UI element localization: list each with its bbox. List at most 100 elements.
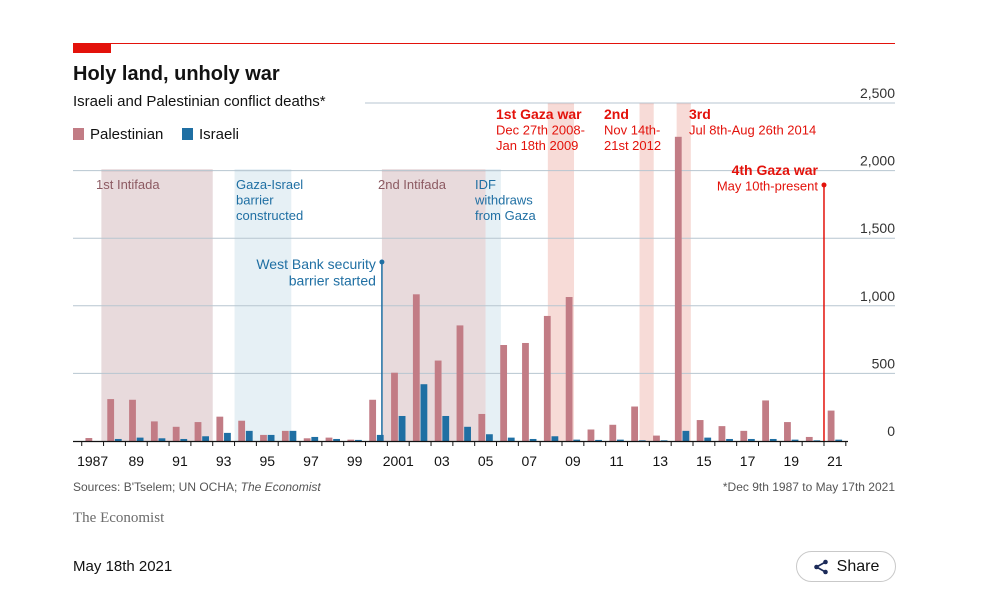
palestinian-bar-2020 (805, 436, 813, 441)
annotation-label-line: barrier started (289, 273, 376, 289)
israeli-bar-1997 (311, 436, 319, 441)
annotation-dot-0 (379, 259, 385, 265)
x-tick-label: 03 (434, 453, 450, 469)
palestinian-bar-2006 (500, 345, 508, 441)
x-tick-label: 05 (478, 453, 494, 469)
israeli-bar-2006 (507, 437, 515, 441)
palestinian-bar-2000 (369, 399, 377, 441)
palestinian-bar-1995 (260, 434, 267, 441)
israeli-bar-2020 (813, 440, 821, 441)
palestinian-bar-2004 (456, 325, 464, 441)
sources-note: Sources: B'Tselem; UN OCHA; The Economis… (73, 480, 321, 494)
palestinian-bar-2001 (391, 372, 398, 441)
israeli-bar-2001 (398, 415, 406, 441)
palestinian-bar-2012 (631, 406, 639, 441)
y-tick-label: 500 (872, 355, 896, 371)
x-tick-label: 07 (521, 453, 537, 469)
annotation-label-1: 4th Gaza war May 10th-present (717, 162, 819, 194)
israeli-bar-2010 (595, 439, 602, 441)
x-tick-label: 91 (172, 453, 188, 469)
period-label-6: 3rd Jul 8th-Aug 26th 2014 (689, 106, 816, 138)
x-tick-label: 11 (609, 453, 624, 469)
israeli-bar-2000 (376, 434, 384, 441)
period-label-line: Gaza-Israel (236, 177, 303, 192)
x-tick-label: 19 (783, 453, 799, 469)
israeli-bar-2008 (551, 436, 559, 441)
annotation-label-line: West Bank security (256, 256, 376, 272)
x-tick-label: 1987 (77, 453, 108, 469)
annotation-dot-1 (821, 182, 827, 188)
period-labels: 1st Intifada Gaza-Israel barrier constructe… (96, 106, 816, 223)
israeli-bar-1999 (355, 439, 362, 441)
sources-italic: The Economist (241, 480, 322, 494)
israeli-bar-2004 (464, 426, 471, 441)
share-icon (813, 559, 829, 575)
period-label-line: from Gaza (475, 208, 536, 223)
period-label-line: barrier (236, 193, 274, 208)
israeli-bar-1991 (180, 438, 188, 441)
palestinian-bar-2005 (478, 413, 486, 441)
period-label-5: 2nd Nov 14th-21st 2012 (604, 106, 661, 153)
annotations: West Bank security barrier started 4th Gaz… (256, 162, 827, 441)
x-tick-label: 2001 (383, 453, 414, 469)
chart-subtitle: Israeli and Palestinian conflict deaths* (73, 93, 326, 110)
israeli-bar-1994 (245, 430, 253, 441)
palestinian-bar-1988 (107, 399, 115, 441)
period-label-line: withdraws (474, 193, 533, 208)
chart-title: Holy land, unholy war (73, 63, 280, 85)
palestinian-bar-1996 (281, 430, 289, 441)
israeli-bar-2014 (682, 430, 690, 441)
israeli-bar-2018 (769, 438, 777, 441)
palestinian-bar-1993 (216, 416, 224, 441)
period-band-5 (639, 103, 654, 441)
sources-text: Sources: B'Tselem; UN OCHA; (73, 480, 241, 494)
palestinian-bar-2014 (674, 136, 682, 442)
israeli-bar-2009 (573, 439, 581, 441)
israeli-bar-2017 (747, 438, 755, 441)
palestinian-bar-2003 (434, 360, 442, 441)
palestinian-bar-2007 (522, 342, 529, 441)
y-tick-label: 1,000 (860, 288, 895, 304)
israeli-bar-1993 (224, 432, 231, 441)
legend-swatch-palestinian (73, 128, 84, 140)
x-tick-label: 99 (347, 453, 363, 469)
palestinian-bar-1998 (325, 437, 333, 441)
israeli-bar-2012 (638, 440, 646, 441)
palestinian-bar-1989 (129, 399, 136, 441)
israeli-bar-2016 (726, 438, 733, 441)
palestinian-bar-2021 (827, 410, 835, 441)
x-tick-label: 13 (652, 453, 668, 469)
palestinian-bar-2009 (565, 297, 573, 441)
period-label-1: Gaza-Israel barrier constructed (236, 177, 303, 223)
bars (85, 136, 843, 442)
israeli-bar-2021 (835, 439, 843, 441)
legend-label-israeli: Israeli (199, 126, 239, 143)
israeli-bar-1995 (267, 434, 275, 441)
palestinian-bar-1987 (85, 438, 93, 441)
period-label-3: IDF withdraws from Gaza (474, 177, 536, 223)
share-label: Share (836, 557, 880, 575)
palestinian-bar-1997 (303, 438, 311, 441)
palestinian-bar-2016 (718, 426, 726, 441)
share-button[interactable]: Share (796, 551, 896, 582)
period-label-line: 3rd (689, 106, 711, 122)
y-tick-label: 1,500 (860, 220, 895, 236)
period-label-line: 2nd (604, 106, 629, 122)
palestinian-bar-2010 (587, 429, 595, 441)
palestinian-bar-1994 (238, 420, 246, 441)
israeli-bar-1998 (333, 438, 340, 441)
period-label-line: 1st Intifada (96, 177, 160, 192)
period-label-line: Nov 14th- (604, 123, 660, 138)
israeli-bar-1989 (136, 437, 144, 441)
period-label-line: 1st Gaza war (496, 106, 582, 122)
x-tick-label: 17 (740, 453, 756, 469)
period-label-2: 2nd Intifada (378, 177, 447, 192)
israeli-bar-2007 (529, 438, 537, 441)
publisher-logo: The Economist (73, 510, 165, 526)
legend-label-palestinian: Palestinian (90, 126, 163, 143)
israeli-bar-1988 (114, 438, 122, 441)
palestinian-bar-2019 (784, 422, 791, 441)
x-tick-label: 89 (129, 453, 145, 469)
x-axis: 1987 89 91 93 95 97 99 2001 03 05 07 09 11 13 15 17 19 21 (73, 440, 848, 469)
israeli-bar-2011 (616, 439, 624, 441)
